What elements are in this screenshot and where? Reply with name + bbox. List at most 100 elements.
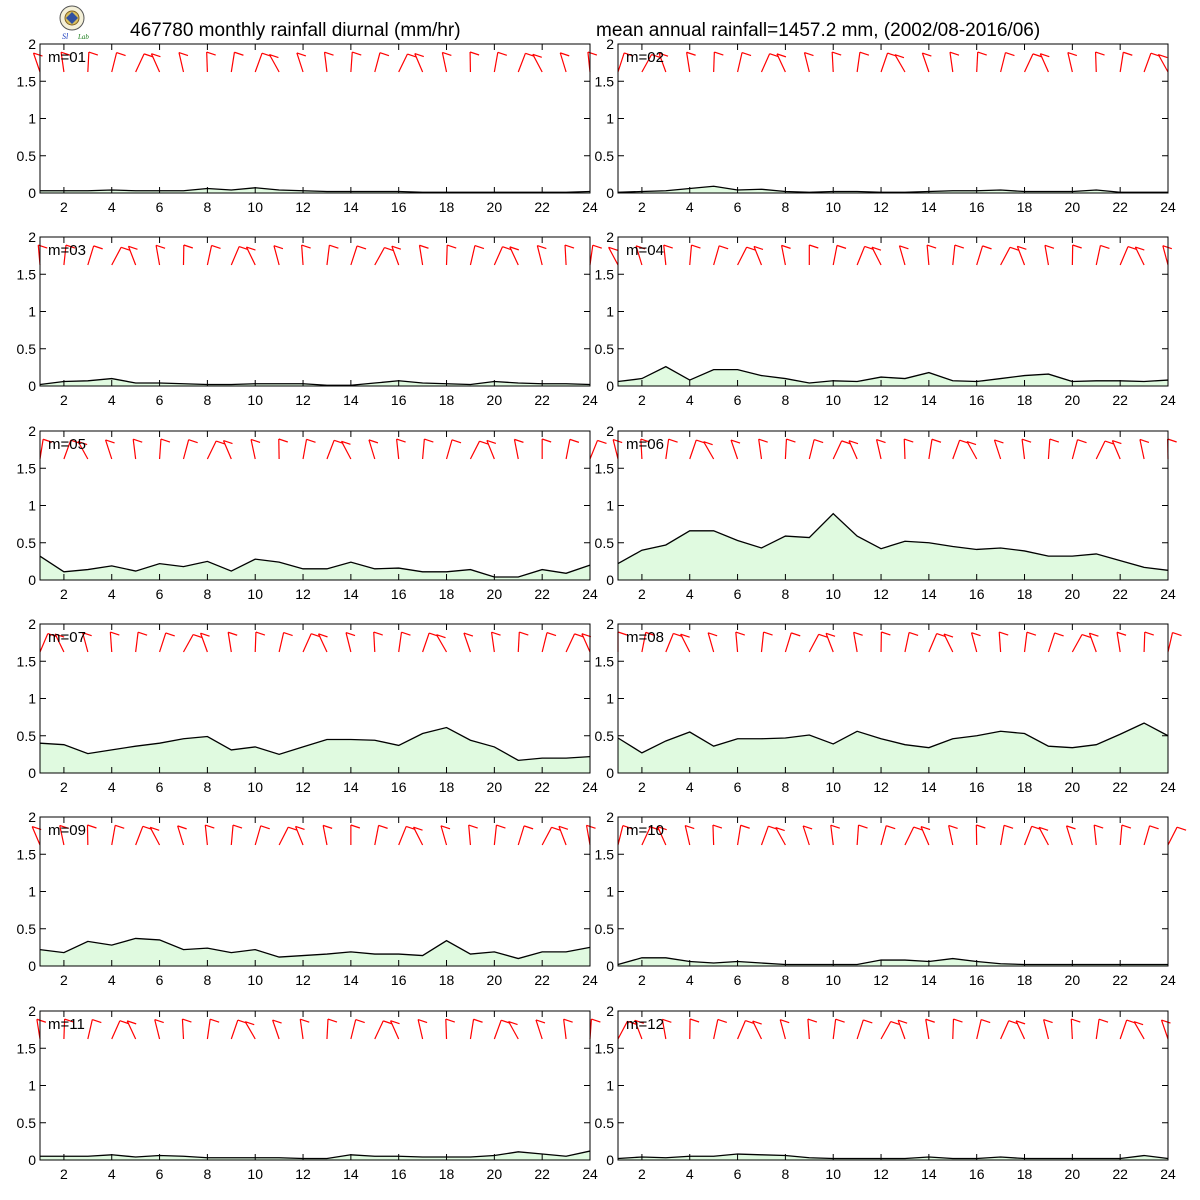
x-tick-label: 20 xyxy=(487,972,503,988)
y-tick-label: 0 xyxy=(28,572,36,588)
wind-barb xyxy=(831,51,834,73)
wind-barb xyxy=(517,631,520,653)
wind-barb xyxy=(856,246,866,266)
wind-barb xyxy=(63,245,67,266)
x-tick-label: 2 xyxy=(638,1166,646,1182)
wind-barb xyxy=(832,440,843,460)
data-point xyxy=(665,740,667,742)
wind-barb-tick xyxy=(1054,632,1064,637)
wind-barb-tick xyxy=(535,1019,546,1024)
wind-barb-tick xyxy=(119,1020,130,1025)
data-point xyxy=(1143,567,1145,569)
wind-barb-tick xyxy=(532,53,542,58)
wind-barb-tick xyxy=(514,438,524,443)
x-tick-label: 4 xyxy=(686,779,694,795)
data-point xyxy=(422,382,424,384)
x-tick-label: 6 xyxy=(156,1166,164,1182)
wind-barb-tick xyxy=(451,439,462,444)
data-point xyxy=(856,191,858,193)
wind-barb-tick xyxy=(379,52,390,57)
data-point xyxy=(87,1155,89,1157)
wind-barb xyxy=(111,247,122,266)
wind-barb-tick xyxy=(920,826,931,831)
wind-barb-tick xyxy=(752,1020,762,1025)
wind-barb-tick xyxy=(1015,1020,1026,1025)
wind-barb xyxy=(713,51,715,73)
wind-barb xyxy=(904,826,915,846)
wind-barb xyxy=(612,439,619,460)
x-tick-label: 14 xyxy=(921,1166,937,1182)
wind-barb xyxy=(760,53,771,73)
chart-panel-09: 00.511.522 4 6 8 10 12 14 16 18 20 22 24m=09 xyxy=(17,809,598,988)
data-point xyxy=(135,570,137,572)
x-tick-label: 24 xyxy=(1160,199,1176,215)
wind-barb xyxy=(830,825,834,846)
wind-barb-tick xyxy=(551,826,561,831)
wind-barb xyxy=(926,245,930,266)
wind-barb xyxy=(441,52,448,73)
data-point xyxy=(1048,555,1050,557)
wind-barb-tick xyxy=(469,51,480,56)
wind-barb xyxy=(1070,1018,1073,1040)
wind-barb-strip xyxy=(617,824,1187,846)
wind-barb xyxy=(250,439,256,460)
wind-barb-tick xyxy=(586,824,596,829)
wind-barb xyxy=(898,245,906,266)
wind-barb xyxy=(657,826,667,846)
data-point xyxy=(350,561,352,563)
x-tick-label: 4 xyxy=(686,972,694,988)
wind-barb xyxy=(294,826,304,846)
wind-barb-tick xyxy=(497,51,508,56)
wind-barb xyxy=(111,1020,121,1040)
wind-barb-tick xyxy=(558,825,569,830)
wind-barb-tick xyxy=(718,245,729,250)
x-tick-label: 14 xyxy=(921,972,937,988)
wind-barb xyxy=(784,632,792,653)
rainfall-area xyxy=(618,957,1168,966)
wind-barb xyxy=(617,825,624,846)
wind-barb-tick xyxy=(745,1020,755,1025)
y-tick-label: 2 xyxy=(28,616,36,632)
y-tick-label: 0 xyxy=(28,378,36,394)
wind-barb-tick xyxy=(886,825,896,830)
x-tick-label: 2 xyxy=(60,779,68,795)
wind-barb-tick xyxy=(272,1019,282,1024)
chart-panel-02: 00.511.522 4 6 8 10 12 14 16 18 20 22 24m=02 xyxy=(595,36,1176,215)
wind-barb xyxy=(445,439,453,460)
y-tick-label: 0.5 xyxy=(17,341,37,357)
wind-barb-tick xyxy=(791,632,801,637)
wind-barb-tick xyxy=(133,438,143,443)
wind-barb xyxy=(59,825,65,846)
wind-barb-strip xyxy=(608,244,1173,266)
wind-barb-tick xyxy=(622,825,633,830)
data-point xyxy=(856,381,858,383)
wind-barb-tick xyxy=(238,246,249,251)
data-point xyxy=(713,369,715,371)
data-point xyxy=(952,958,954,960)
x-tick-label: 22 xyxy=(1112,199,1128,215)
wind-barb-tick xyxy=(908,631,919,637)
wind-barb xyxy=(135,632,139,653)
wind-barb-tick xyxy=(1112,440,1122,445)
wind-barb xyxy=(278,826,289,846)
wind-barb-tick xyxy=(831,51,842,56)
wind-barb xyxy=(230,825,234,846)
data-point xyxy=(565,383,567,385)
wind-barb-tick xyxy=(982,245,992,250)
wind-barb-tick xyxy=(436,634,446,639)
data-point xyxy=(541,757,543,759)
wind-barb xyxy=(436,634,448,653)
data-point xyxy=(87,190,89,192)
x-tick-label: 2 xyxy=(60,392,68,408)
wind-barb-tick xyxy=(401,631,411,636)
wind-barb-tick xyxy=(154,1019,164,1024)
wind-barb-tick xyxy=(712,824,723,829)
x-tick-label: 8 xyxy=(781,1166,789,1182)
wind-barb xyxy=(641,54,653,73)
wind-barb-tick xyxy=(355,1019,365,1024)
wind-barb-tick xyxy=(574,633,584,638)
wind-barb xyxy=(1039,53,1049,73)
data-point xyxy=(928,747,930,749)
data-point xyxy=(278,1157,280,1159)
wind-barb-tick xyxy=(994,439,1004,444)
